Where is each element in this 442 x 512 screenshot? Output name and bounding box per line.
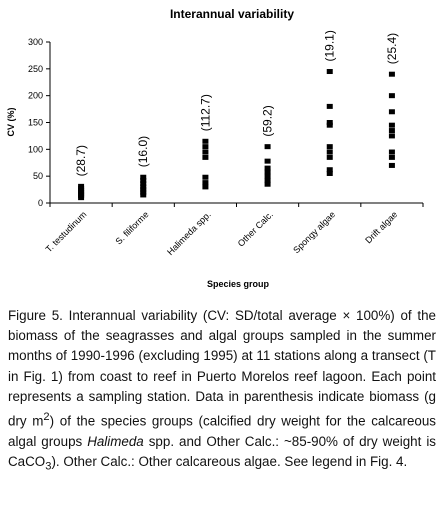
data-point xyxy=(326,167,333,173)
x-axis-label: Species group xyxy=(207,279,270,289)
data-point xyxy=(202,180,209,186)
data-point xyxy=(326,69,333,75)
data-point xyxy=(264,165,271,171)
x-category-label: Halimeda spp. xyxy=(165,209,213,257)
y-tick-label: 300 xyxy=(28,37,43,47)
x-category-label: Other Calc. xyxy=(236,209,275,248)
biomass-annotation: (25.4) xyxy=(385,33,399,64)
data-point xyxy=(326,103,333,109)
data-point xyxy=(264,177,271,183)
data-point xyxy=(326,144,333,150)
data-point xyxy=(140,187,147,193)
chart-title: Interannual variability xyxy=(170,7,294,21)
data-point xyxy=(388,162,395,168)
data-point xyxy=(264,144,271,150)
y-tick-label: 250 xyxy=(28,64,43,74)
x-category-label: S. filiforme xyxy=(114,209,151,246)
data-point xyxy=(140,181,147,187)
data-point xyxy=(140,192,147,198)
biomass-annotation: (112.7) xyxy=(198,94,212,131)
y-tick-label: 150 xyxy=(28,118,43,128)
data-point xyxy=(326,170,333,176)
caption-text-4: ). Other Calc.: Other calcareous algae. … xyxy=(51,453,408,469)
caption-text-2: ) of the species groups (calcified dry w… xyxy=(8,413,436,449)
data-point xyxy=(140,184,147,190)
caption-superscript: 2 xyxy=(43,411,50,424)
data-point xyxy=(388,122,395,128)
caption-subscript: 3 xyxy=(45,460,52,473)
x-category-label: Spongy algae xyxy=(291,209,337,255)
data-point xyxy=(202,184,209,190)
chart: Interannual variability CV (%) Species g… xyxy=(6,7,424,289)
data-point xyxy=(202,174,209,180)
biomass-annotation: (59.2) xyxy=(261,105,275,136)
data-point xyxy=(388,154,395,160)
y-tick-label: 100 xyxy=(28,144,43,154)
data-point xyxy=(140,177,147,183)
data-point xyxy=(202,144,209,150)
biomass-annotation: (16.0) xyxy=(136,136,150,167)
data-point xyxy=(388,128,395,134)
data-point xyxy=(388,93,395,99)
y-tick-label: 200 xyxy=(28,91,43,101)
data-point xyxy=(140,189,147,195)
caption-text-3: spp. and Other Calc.: ~85-90% of dry wei… xyxy=(8,433,436,469)
data-point xyxy=(202,154,209,160)
x-category-label: Drift algae xyxy=(363,209,399,245)
data-point xyxy=(140,174,147,180)
data-point xyxy=(78,183,85,189)
data-point xyxy=(388,133,395,139)
data-point xyxy=(326,120,333,125)
data-point xyxy=(388,149,395,155)
data-point xyxy=(326,149,333,155)
data-point xyxy=(264,181,271,187)
data-point xyxy=(202,138,209,144)
biomass-annotation: (19.1) xyxy=(323,30,337,61)
y-axis-label: CV (%) xyxy=(6,107,16,136)
y-tick-label: 50 xyxy=(33,171,43,181)
figure-caption: Figure 5. Interannual variability (CV: S… xyxy=(8,306,436,477)
caption-text-1: Figure 5. Interannual variability (CV: S… xyxy=(8,308,436,429)
y-tick-label: 0 xyxy=(38,198,43,208)
data-point xyxy=(326,122,333,128)
data-point xyxy=(202,149,209,155)
data-point xyxy=(264,169,271,175)
data-point xyxy=(388,71,395,77)
biomass-annotation: (28.7) xyxy=(74,145,88,176)
data-point xyxy=(264,158,271,164)
data-point xyxy=(388,109,395,115)
x-category-label: T. testudinum xyxy=(44,209,89,254)
data-point xyxy=(264,173,271,179)
caption-halimeda: Halimeda xyxy=(87,433,144,449)
data-point xyxy=(326,154,333,160)
